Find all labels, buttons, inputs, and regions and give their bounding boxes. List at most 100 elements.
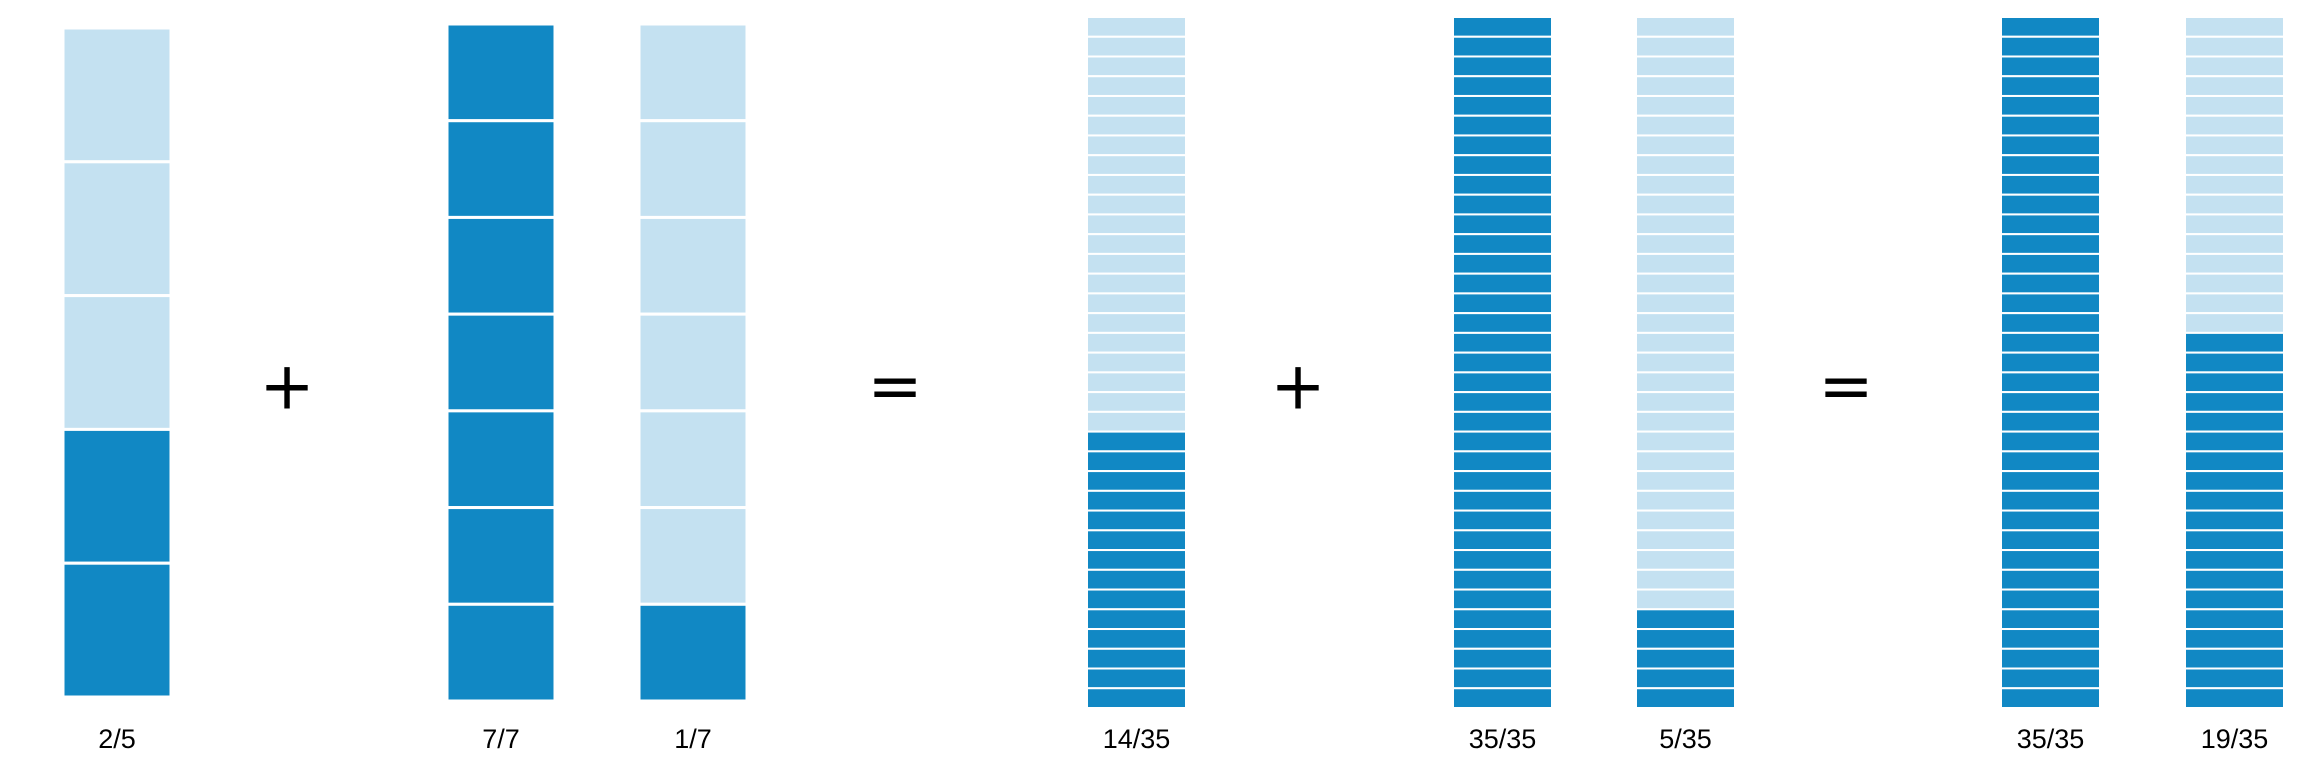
filled-segment (2000, 154, 2101, 176)
filled-segment (1452, 272, 1553, 295)
filled-segment (1635, 647, 1736, 670)
filled-segment (2000, 292, 2101, 315)
filled-segment (1452, 331, 1553, 354)
filled-segment (2000, 16, 2101, 38)
empty-segment (2184, 213, 2285, 236)
filled-segment (2000, 331, 2101, 354)
empty-segment (1086, 233, 1187, 255)
filled-segment (1452, 391, 1553, 413)
filled-segment (2000, 94, 2101, 117)
filled-segment (2184, 529, 2285, 552)
filled-segment (1452, 351, 1553, 374)
filled-segment (1452, 35, 1553, 58)
empty-segment (1086, 312, 1187, 334)
empty-segment (1086, 134, 1187, 157)
filled-segment (2184, 647, 2285, 670)
filled-segment (2000, 687, 2101, 709)
empty-segment (1086, 213, 1187, 236)
filled-segment (1086, 430, 1187, 453)
empty-segment (1086, 391, 1187, 413)
fraction-label: 35/35 (2017, 724, 2085, 754)
filled-segment (1452, 509, 1553, 532)
filled-segment (2000, 549, 2101, 571)
filled-segment (1452, 628, 1553, 650)
filled-segment (445, 602, 557, 703)
filled-segment (1086, 470, 1187, 492)
filled-segment (2000, 568, 2101, 591)
filled-segment (1452, 213, 1553, 236)
empty-segment (1635, 233, 1736, 255)
filled-segment (1452, 75, 1553, 97)
empty-segment (1635, 193, 1736, 216)
fraction-bar: 19/35 (2184, 16, 2285, 754)
filled-segment (1452, 154, 1553, 176)
empty-segment (1086, 55, 1187, 78)
empty-segment (1635, 75, 1736, 97)
filled-segment (1452, 312, 1553, 334)
empty-segment (1086, 75, 1187, 97)
filled-segment (1086, 549, 1187, 571)
equals-sign: = (1818, 348, 1873, 425)
filled-segment (2000, 410, 2101, 433)
empty-segment (1635, 549, 1736, 571)
filled-segment (2000, 351, 2101, 374)
fraction-label: 35/35 (1469, 724, 1537, 754)
filled-segment (61, 427, 173, 565)
empty-segment (1086, 193, 1187, 216)
filled-segment (1086, 608, 1187, 631)
filled-segment (2184, 568, 2285, 591)
filled-segment (2184, 450, 2285, 473)
empty-segment (1086, 94, 1187, 117)
empty-segment (1635, 173, 1736, 196)
filled-segment (2184, 331, 2285, 354)
filled-segment (2000, 588, 2101, 611)
empty-segment (1086, 114, 1187, 137)
filled-segment (1086, 667, 1187, 690)
filled-segment (2000, 35, 2101, 58)
empty-segment (1635, 450, 1736, 473)
filled-segment (1452, 94, 1553, 117)
empty-segment (1635, 371, 1736, 394)
filled-segment (1452, 549, 1553, 571)
empty-segment (2184, 252, 2285, 275)
empty-segment (1635, 489, 1736, 512)
filled-segment (445, 506, 557, 606)
plus-sign: + (259, 348, 314, 425)
filled-segment (1635, 628, 1736, 650)
filled-segment (1635, 687, 1736, 709)
filled-segment (2000, 134, 2101, 157)
empty-segment (1635, 509, 1736, 532)
filled-segment (445, 22, 557, 123)
fraction-bar: 35/35 (1452, 16, 1553, 754)
empty-segment (1635, 568, 1736, 591)
filled-segment (2184, 509, 2285, 532)
empty-segment (1635, 272, 1736, 295)
empty-segment (2184, 272, 2285, 295)
filled-segment (2000, 489, 2101, 512)
filled-segment (1452, 667, 1553, 690)
empty-segment (1635, 35, 1736, 58)
filled-segment (61, 561, 173, 699)
filled-segment (1452, 608, 1553, 631)
empty-segment (1635, 252, 1736, 275)
empty-segment (61, 294, 173, 431)
fraction-bar: 35/35 (2000, 16, 2101, 754)
filled-segment (2000, 75, 2101, 97)
equals-sign: = (867, 348, 922, 425)
empty-segment (1086, 410, 1187, 433)
filled-segment (2184, 391, 2285, 413)
empty-segment (637, 22, 749, 123)
empty-segment (1635, 55, 1736, 78)
filled-segment (2000, 450, 2101, 473)
empty-segment (2184, 312, 2285, 334)
empty-segment (1635, 213, 1736, 236)
fraction-label: 19/35 (2201, 724, 2269, 754)
filled-segment (2000, 430, 2101, 453)
filled-segment (1086, 568, 1187, 591)
empty-segment (637, 215, 749, 316)
filled-segment (1452, 470, 1553, 492)
empty-segment (637, 312, 749, 413)
fraction-bar: 1/7 (637, 22, 749, 754)
fraction-label: 5/35 (1659, 724, 1712, 754)
